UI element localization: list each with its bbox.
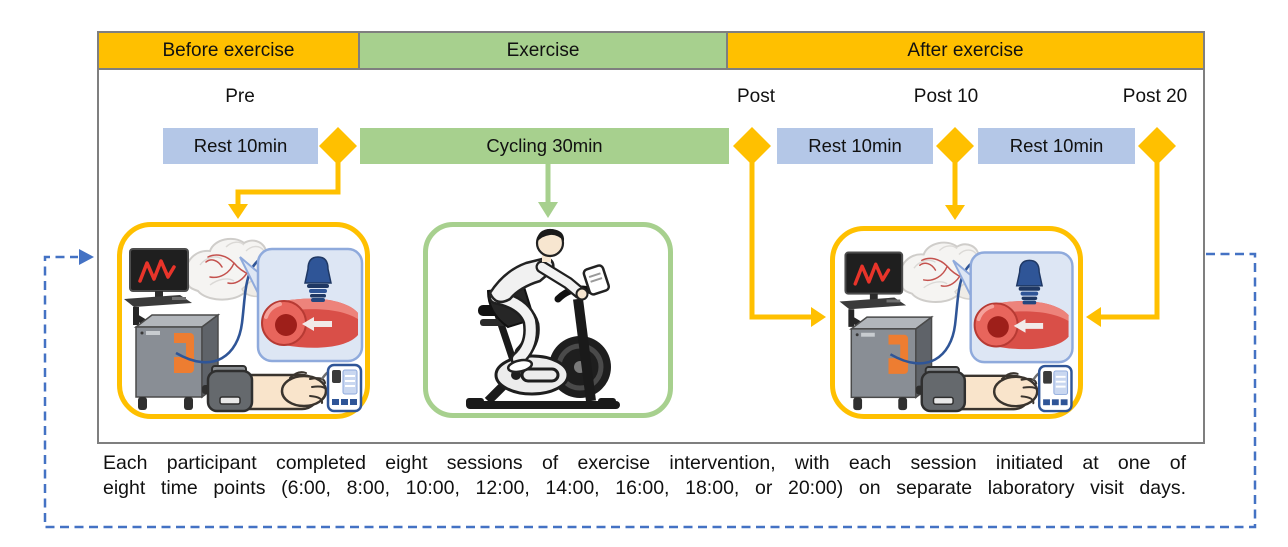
timepoint-label-post10: Post 10 xyxy=(913,86,979,107)
protocol-caption: Each participant completed eight session… xyxy=(103,451,1186,501)
ultrasound-monitor-icon xyxy=(839,251,907,328)
measurement-station-box-pre xyxy=(117,222,370,419)
phase-header-before-exercise: Before exercise xyxy=(97,31,360,70)
phase-label-before-exercise: Before exercise xyxy=(162,39,295,61)
arm-with-cuff-icon xyxy=(206,365,342,413)
phase-label-after-exercise: After exercise xyxy=(907,39,1024,61)
repeat-loop-arrowhead xyxy=(79,249,94,265)
phase-header-row: Before exercise Exercise After exercise xyxy=(97,31,1205,70)
ultrasound-monitor-icon xyxy=(124,248,192,326)
activity-bar-rest-2: Rest 10min xyxy=(777,128,933,164)
timepoint-label-post: Post xyxy=(736,86,776,107)
activity-bar-cycling: Cycling 30min xyxy=(360,128,729,164)
measurement-station-box-post xyxy=(830,226,1083,419)
artery-icon xyxy=(261,298,358,348)
ultrasound-blood-pressure-illustration xyxy=(839,241,1074,413)
phase-header-exercise: Exercise xyxy=(358,31,728,70)
activity-bar-rest-1: Rest 10min xyxy=(163,128,318,164)
spin-bike-icon xyxy=(466,264,620,409)
bp-monitor-icon xyxy=(326,363,363,413)
cycling-station-box xyxy=(423,222,673,418)
artery-icon xyxy=(973,301,1069,350)
stationary-bike-cyclist-illustration xyxy=(466,228,620,409)
vessel-inset-panel xyxy=(952,251,1074,364)
ultrasound-blood-pressure-illustration xyxy=(124,237,364,413)
timepoint-label-post20: Post 20 xyxy=(1122,86,1188,107)
arm-with-cuff-icon xyxy=(920,366,1053,413)
bp-monitor-icon xyxy=(1037,364,1073,413)
vessel-inset-panel xyxy=(239,247,364,363)
phase-header-after-exercise: After exercise xyxy=(726,31,1205,70)
activity-bar-rest-3: Rest 10min xyxy=(978,128,1135,164)
caption-line-2: eight time points (6:00, 8:00, 10:00, 12… xyxy=(103,477,1186,499)
caption-line-1: Each participant completed eight session… xyxy=(103,452,1186,474)
timepoint-label-pre: Pre xyxy=(225,86,255,107)
phase-label-exercise: Exercise xyxy=(506,39,580,61)
